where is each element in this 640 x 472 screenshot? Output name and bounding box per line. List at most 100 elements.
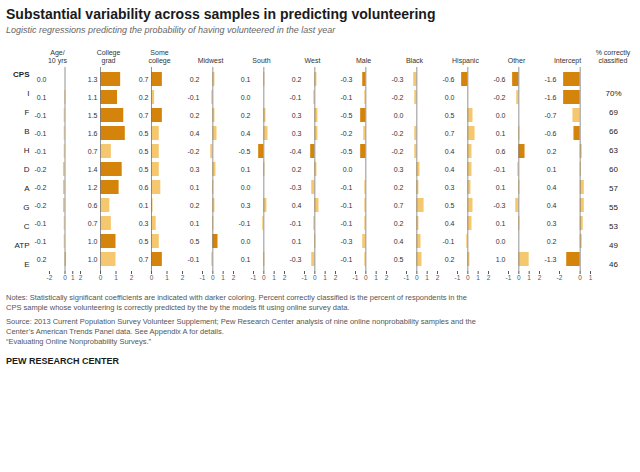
svg-text:0: 0 xyxy=(578,274,582,281)
svg-text:0.5: 0.5 xyxy=(139,166,149,173)
svg-text:0.7: 0.7 xyxy=(88,220,98,227)
svg-text:0.5: 0.5 xyxy=(445,202,455,209)
svg-text:1: 1 xyxy=(323,274,327,281)
svg-text:0.5: 0.5 xyxy=(190,238,200,245)
svg-text:0.0: 0.0 xyxy=(241,238,251,245)
svg-text:0.7: 0.7 xyxy=(445,130,455,137)
svg-text:0.0: 0.0 xyxy=(241,94,251,101)
svg-text:1.1: 1.1 xyxy=(88,94,98,101)
svg-text:0.0: 0.0 xyxy=(496,112,506,119)
svg-text:-0.1: -0.1 xyxy=(340,220,352,227)
svg-text:-0.1: -0.1 xyxy=(187,256,199,263)
svg-text:0: 0 xyxy=(99,274,103,281)
svg-text:-0.1: -0.1 xyxy=(340,94,352,101)
svg-text:0: 0 xyxy=(313,274,317,281)
svg-text:0: 0 xyxy=(211,274,215,281)
svg-text:1: 1 xyxy=(374,274,378,281)
svg-text:1: 1 xyxy=(165,274,169,281)
svg-text:-2: -2 xyxy=(47,274,53,281)
svg-text:-1: -1 xyxy=(302,274,308,281)
svg-text:-1: -1 xyxy=(353,274,359,281)
svg-text:-0.3: -0.3 xyxy=(340,76,352,83)
svg-text:1: 1 xyxy=(221,274,225,281)
svg-text:2: 2 xyxy=(79,274,83,281)
svg-text:0.4: 0.4 xyxy=(445,148,455,155)
svg-text:-0.2: -0.2 xyxy=(391,130,403,137)
svg-text:0.7: 0.7 xyxy=(88,148,98,155)
svg-text:70%: 70% xyxy=(605,89,621,98)
svg-text:-1: -1 xyxy=(251,274,257,281)
svg-text:-0.3: -0.3 xyxy=(289,256,301,263)
svg-text:0.5: 0.5 xyxy=(394,256,404,263)
svg-text:-0.6: -0.6 xyxy=(544,130,556,137)
svg-text:2: 2 xyxy=(385,274,389,281)
svg-text:0.3: 0.3 xyxy=(445,184,455,191)
svg-text:0.7: 0.7 xyxy=(139,112,149,119)
svg-text:1: 1 xyxy=(114,274,118,281)
svg-text:0.6: 0.6 xyxy=(88,202,98,209)
svg-text:0.0: 0.0 xyxy=(241,184,251,191)
svg-text:0.3: 0.3 xyxy=(241,202,251,209)
svg-text:0.3: 0.3 xyxy=(547,220,557,227)
svg-text:0.3: 0.3 xyxy=(394,166,404,173)
svg-text:-0.1: -0.1 xyxy=(238,220,250,227)
svg-text:0.2: 0.2 xyxy=(445,256,455,263)
svg-text:2: 2 xyxy=(538,274,542,281)
svg-text:53: 53 xyxy=(609,222,618,231)
svg-text:-0.1: -0.1 xyxy=(340,202,352,209)
svg-text:-1: -1 xyxy=(506,274,512,281)
svg-text:0.5: 0.5 xyxy=(139,130,149,137)
svg-text:-0.2: -0.2 xyxy=(493,94,505,101)
svg-text:0.1: 0.1 xyxy=(190,184,200,191)
svg-text:0.3: 0.3 xyxy=(292,130,302,137)
svg-text:2: 2 xyxy=(130,274,134,281)
svg-text:0.0: 0.0 xyxy=(445,94,455,101)
svg-text:0.5: 0.5 xyxy=(139,148,149,155)
svg-text:1.0: 1.0 xyxy=(496,256,506,263)
svg-text:H: H xyxy=(24,146,30,155)
svg-text:-0.3: -0.3 xyxy=(391,76,403,83)
svg-text:0: 0 xyxy=(466,274,470,281)
svg-text:0.1: 0.1 xyxy=(496,184,506,191)
svg-text:0.1: 0.1 xyxy=(190,220,200,227)
svg-text:2: 2 xyxy=(436,274,440,281)
svg-text:-0.5: -0.5 xyxy=(340,112,352,119)
svg-text:-0.1: -0.1 xyxy=(340,184,352,191)
svg-text:0.2: 0.2 xyxy=(241,112,251,119)
svg-text:2: 2 xyxy=(232,274,236,281)
svg-text:66: 66 xyxy=(609,127,618,136)
svg-text:1.6: 1.6 xyxy=(88,130,98,137)
svg-text:0: 0 xyxy=(262,274,266,281)
svg-text:0.1: 0.1 xyxy=(496,220,506,227)
svg-text:-0.2: -0.2 xyxy=(391,148,403,155)
svg-text:-0.1: -0.1 xyxy=(289,220,301,227)
svg-text:0.3: 0.3 xyxy=(190,166,200,173)
svg-text:0.1: 0.1 xyxy=(241,256,251,263)
svg-text:1: 1 xyxy=(425,274,429,281)
svg-text:-0.6: -0.6 xyxy=(493,76,505,83)
svg-text:0: 0 xyxy=(415,274,419,281)
svg-text:A: A xyxy=(24,184,30,193)
svg-text:-1: -1 xyxy=(200,274,206,281)
svg-text:-0.1: -0.1 xyxy=(493,166,505,173)
svg-text:0.4: 0.4 xyxy=(292,202,302,209)
svg-text:0.1: 0.1 xyxy=(241,166,251,173)
svg-text:0.1: 0.1 xyxy=(241,76,251,83)
svg-text:-0.2: -0.2 xyxy=(34,184,46,191)
svg-text:0: 0 xyxy=(150,274,154,281)
svg-text:-0.1: -0.1 xyxy=(442,238,454,245)
svg-text:-1.6: -1.6 xyxy=(544,76,556,83)
svg-text:0.4: 0.4 xyxy=(445,220,455,227)
svg-text:-0.4: -0.4 xyxy=(289,148,301,155)
svg-text:0.1: 0.1 xyxy=(547,166,557,173)
svg-text:0.0: 0.0 xyxy=(343,166,353,173)
svg-text:-0.7: -0.7 xyxy=(544,112,556,119)
svg-text:2: 2 xyxy=(334,274,338,281)
svg-text:-0.3: -0.3 xyxy=(289,184,301,191)
svg-text:-0.1: -0.1 xyxy=(34,112,46,119)
svg-text:-0.6: -0.6 xyxy=(442,76,454,83)
svg-text:-0.1: -0.1 xyxy=(34,148,46,155)
svg-text:0: 0 xyxy=(364,274,368,281)
svg-text:ATP: ATP xyxy=(15,241,30,250)
svg-text:I: I xyxy=(27,89,29,98)
